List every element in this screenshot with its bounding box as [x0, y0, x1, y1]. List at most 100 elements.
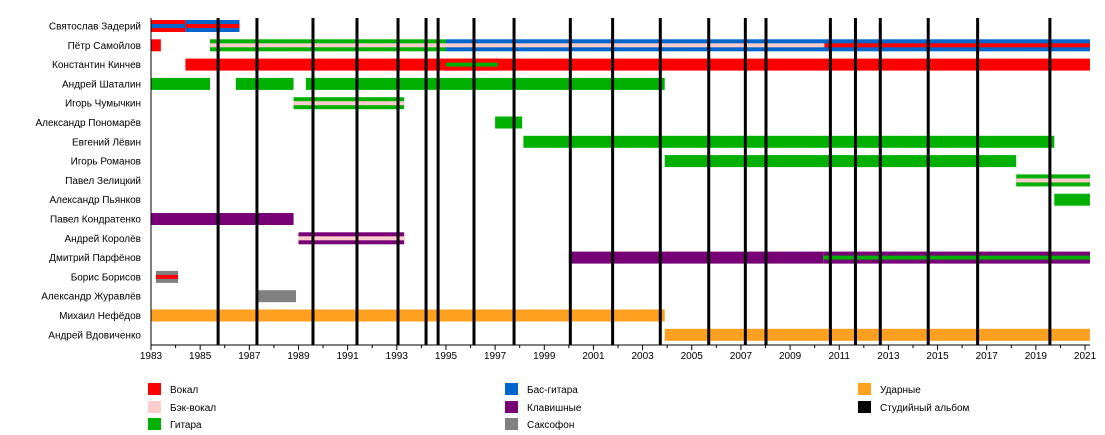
legend-label-drums: Ударные: [880, 385, 921, 396]
bar-inner-vocal: [155, 274, 179, 279]
x-tick-label: 2001: [582, 351, 605, 362]
album-line: [707, 18, 711, 345]
bar-vocal: [185, 58, 1090, 71]
legend-swatch-backing: [148, 401, 161, 413]
album-line: [878, 18, 882, 345]
bar-guitar: [664, 155, 1017, 168]
member-name-label: Святослав Задерий: [49, 22, 141, 33]
legend-label-backing: Бэк-вокал: [170, 403, 216, 414]
x-tick-label: 2009: [779, 351, 802, 362]
x-tick-label: 2005: [681, 351, 704, 362]
x-tick-label: 1997: [484, 351, 507, 362]
legend-label-album: Студийный альбом: [880, 402, 970, 414]
member-name-label: Евгений Лёвин: [72, 137, 141, 148]
x-tick-label: 1999: [533, 351, 556, 362]
x-tick-label: 1985: [189, 351, 212, 362]
legend-swatch-keys: [505, 401, 518, 413]
bar-guitar: [523, 135, 1055, 148]
bar-inner-vocal: [185, 24, 240, 28]
member-name-label: Игорь Романов: [71, 157, 141, 168]
member-name-label: Андрей Вдовиченко: [48, 330, 141, 341]
album-line: [743, 18, 747, 345]
album-line: [216, 18, 220, 345]
bar-keys: [568, 251, 824, 264]
bar-inner-guitar: [445, 62, 498, 67]
bar-sax: [257, 290, 297, 303]
album-line: [926, 18, 930, 345]
bar-inner-backing: [1016, 178, 1090, 183]
legend-label-sax: Саксофон: [527, 419, 574, 430]
album-line: [764, 18, 768, 345]
legend-swatch-album: [858, 401, 871, 413]
member-name-label: Андрей Королёв: [64, 234, 141, 245]
x-tick-label: 1993: [386, 351, 409, 362]
x-tick-label: 2013: [877, 351, 900, 362]
bar-inner-backing: [293, 101, 405, 106]
member-name-label: Константин Кинчев: [52, 60, 141, 71]
bar-inner-guitar: [823, 255, 1090, 260]
member-name-label: Павел Кондратенко: [50, 215, 141, 226]
album-line: [396, 18, 400, 345]
legend-label-vocal: Вокал: [170, 385, 198, 396]
legend-label-bass: Бас-гитара: [527, 385, 578, 396]
member-bars: [151, 20, 1090, 341]
bar-inner-bass: [151, 24, 186, 28]
bar-drums: [151, 309, 665, 322]
album-line: [853, 18, 857, 345]
member-name-label: Пётр Самойлов: [68, 41, 141, 52]
album-line: [568, 18, 572, 345]
legend-swatch-guitar: [148, 418, 161, 430]
member-name-label: Александр Пономарёв: [35, 118, 141, 129]
member-labels: Святослав Задерий Пётр Самойлов Константин…: [35, 22, 141, 342]
album-lines: [216, 18, 1052, 345]
member-name-label: Игорь Чумычкин: [65, 99, 141, 110]
member-name-label: Александр Журавлёв: [41, 292, 141, 303]
bar-inner-backing: [298, 236, 405, 241]
legend-swatch-drums: [858, 383, 871, 395]
x-tick-label: 1991: [337, 351, 360, 362]
legend-swatch-sax: [505, 418, 518, 430]
bar-vocal: [151, 39, 161, 52]
bar-guitar: [235, 77, 294, 90]
x-tick-label: 2019: [1025, 351, 1048, 362]
x-tick-label: 2011: [828, 351, 850, 362]
legend: Вокал Бэк-вокал Гитара Бас-гитара Клавишные С…: [148, 383, 970, 431]
x-tick-label: 2003: [631, 351, 654, 362]
member-name-label: Павел Зелицкий: [65, 176, 141, 187]
album-line: [255, 18, 259, 345]
album-line: [355, 18, 359, 345]
album-line: [1048, 18, 1052, 345]
legend-label-guitar: Гитара: [170, 420, 202, 430]
x-tick-label: 2017: [976, 351, 999, 362]
album-line: [658, 18, 662, 345]
album-line: [424, 18, 428, 345]
album-line: [512, 18, 516, 345]
member-name-label: Александр Пьянков: [49, 195, 141, 206]
x-tick-label: 1983: [140, 351, 163, 362]
member-name-label: Дмитрий Парфёнов: [49, 252, 141, 264]
bar-guitar: [495, 116, 523, 129]
album-line: [436, 18, 440, 345]
legend-swatch-bass: [505, 383, 518, 395]
legend-swatch-vocal: [148, 383, 161, 395]
member-name-label: Андрей Шаталин: [62, 79, 141, 90]
bar-guitar: [151, 77, 210, 90]
album-line: [828, 18, 832, 345]
album-line: [611, 18, 615, 345]
x-tick-label: 1995: [435, 351, 458, 362]
album-line: [472, 18, 476, 345]
bar-inner-backing: [445, 43, 825, 48]
bar-inner-vocal: [824, 43, 1090, 48]
member-name-label: Борис Борисов: [71, 272, 141, 283]
bar-inner-backing: [209, 43, 446, 48]
x-axis: 1983 1985 1987 1989 1991 1993 1995 1997 1999 2001…: [140, 18, 1097, 362]
member-name-label: Михаил Нефёдов: [59, 310, 141, 322]
x-tick-label: 2021: [1074, 351, 1097, 362]
album-line: [311, 18, 315, 345]
legend-label-keys: Клавишные: [527, 403, 582, 414]
x-tick-label: 1987: [238, 351, 261, 362]
bar-drums: [664, 328, 1090, 341]
x-tick-label: 2007: [730, 351, 753, 362]
bar-guitar: [1054, 193, 1090, 206]
